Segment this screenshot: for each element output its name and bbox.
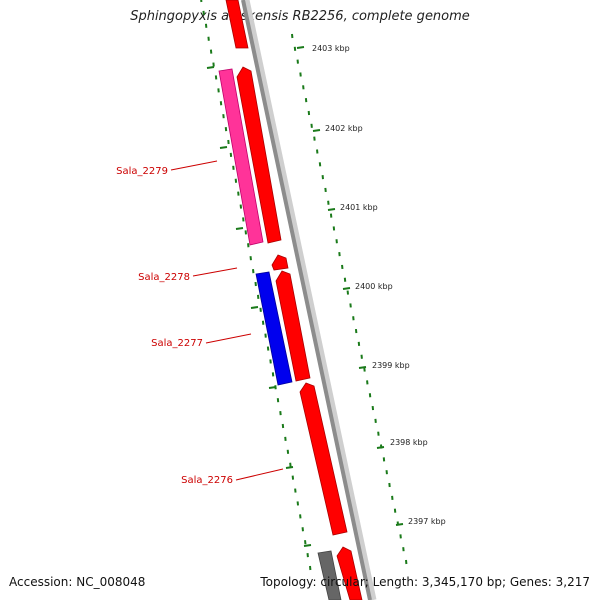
backbone-shadow [242, 0, 377, 600]
tick-2399: 2399 kbp [372, 361, 410, 370]
gene-leaders [170, 160, 284, 481]
inner-tick-1 [219, 146, 228, 149]
cds-sala-2278[interactable] [271, 254, 289, 271]
backbone [241, 0, 372, 600]
inner-tick-2 [235, 227, 244, 230]
scale-tick-0 [296, 46, 305, 49]
tick-2397: 2397 kbp [408, 517, 446, 526]
gene-sala-2279[interactable]: Sala_2279 [116, 166, 168, 177]
cds-sala-2277-forward[interactable] [275, 270, 311, 382]
cds-sala-2276[interactable] [299, 382, 348, 536]
forward-strand-features [225, 0, 363, 600]
cds-top-partial[interactable] [225, 0, 249, 49]
tick-2398: 2398 kbp [390, 438, 428, 447]
scale-tick-6 [395, 523, 404, 526]
cds-bottom-partial[interactable] [336, 546, 363, 600]
scale-tick-3 [342, 287, 351, 290]
cds-sala-2279-forward[interactable] [236, 66, 282, 244]
inner-tick-5 [285, 466, 294, 469]
cds-sala-2277-highlight[interactable] [255, 271, 293, 386]
tick-2403: 2403 kbp [312, 44, 350, 53]
outer-dotted-track [291, 33, 408, 565]
inner-tick-3 [250, 306, 259, 309]
gene-sala-2278[interactable]: Sala_2278 [138, 272, 190, 283]
inner-dotted-track [200, 0, 312, 571]
tick-2400: 2400 kbp [355, 282, 393, 291]
tick-2402: 2402 kbp [325, 124, 363, 133]
inner-tick-6 [303, 544, 312, 547]
cds-sala-2279-highlight[interactable] [218, 68, 264, 246]
cds-grey-feature[interactable] [317, 550, 342, 600]
accession-label: Accession: NC_008048 [9, 575, 146, 589]
scale-tick-4 [358, 366, 367, 369]
genome-summary: Topology: circular; Length: 3,345,170 bp… [260, 575, 590, 589]
scale-tick-2 [327, 208, 336, 211]
scale-tick-5 [376, 446, 385, 449]
scale-ticks [206, 46, 404, 547]
map-title: Sphingopyxis alaskensis RB2256, complete… [130, 9, 470, 24]
tick-2401: 2401 kbp [340, 203, 378, 212]
scale-tick-1 [312, 129, 321, 132]
gene-sala-2277[interactable]: Sala_2277 [151, 338, 203, 349]
inner-tick-4 [268, 386, 277, 389]
inner-tick-0 [206, 66, 215, 69]
gene-sala-2276[interactable]: Sala_2276 [181, 475, 233, 486]
